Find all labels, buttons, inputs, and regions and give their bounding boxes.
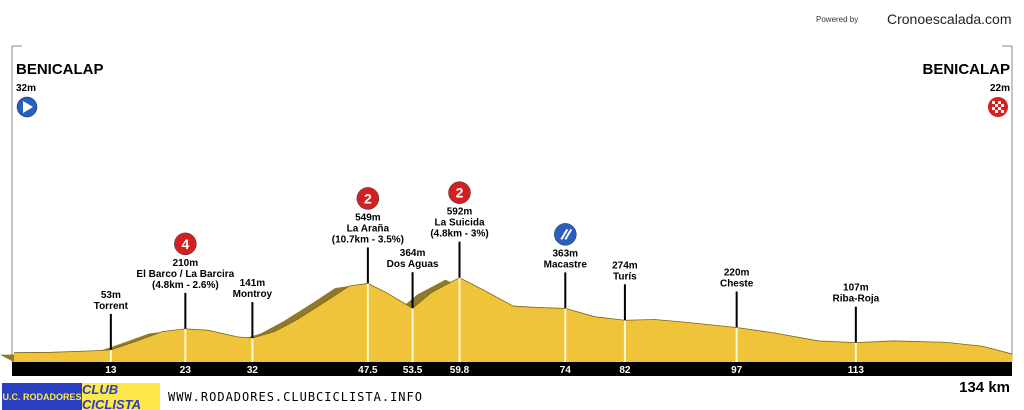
finish-elev: 22m <box>990 83 1010 94</box>
point-label: (10.7km - 3.5%) <box>332 234 404 245</box>
km-tick-label: 113 <box>848 365 865 376</box>
start-name: BENICALAP <box>16 61 104 78</box>
point-label: Riba-Roja <box>833 294 880 305</box>
point-label: (4.8km - 3%) <box>430 229 488 240</box>
checker-square <box>995 110 998 113</box>
point-label: El Barco / La Barcira <box>136 269 234 280</box>
point-label: Macastre <box>544 259 588 270</box>
km-tick-label: 53.5 <box>403 365 423 376</box>
point-label: Dos Aguas <box>387 259 439 270</box>
checker-square <box>995 104 998 107</box>
km-tick-label: 32 <box>247 365 259 376</box>
point-label: 141m <box>240 278 266 289</box>
club-ciclista-logo: CLUB CICLISTA <box>82 382 160 410</box>
climb-category-icon <box>356 187 380 210</box>
point-label: 592m <box>447 207 473 218</box>
footer: U.C. RODADORES CLUB CICLISTA WWW.RODADOR… <box>0 379 1024 410</box>
checker-square <box>1001 110 1004 113</box>
climb-category-number: 2 <box>456 185 464 201</box>
checker-square <box>998 101 1001 104</box>
km-tick-label: 82 <box>619 365 631 376</box>
point-label: Cheste <box>720 279 754 290</box>
checker-square <box>998 107 1001 110</box>
profile-line <box>13 277 1013 355</box>
point-label: Montroy <box>233 289 273 300</box>
total-distance: 134 km <box>959 379 1010 396</box>
point-label: 53m <box>101 290 121 301</box>
point-label: 549m <box>355 212 381 223</box>
website-link[interactable]: WWW.RODADORES.CLUBCICLISTA.INFO <box>168 390 423 404</box>
climb-category-number: 2 <box>364 190 372 206</box>
checker-square <box>1001 104 1004 107</box>
km-tick-label: 23 <box>180 365 192 376</box>
km-tick-label: 47.5 <box>358 365 378 376</box>
point-label: La Suicida <box>435 218 485 229</box>
point-label: Turís <box>613 271 637 282</box>
point-label: (4.8km - 2.6%) <box>152 280 219 291</box>
climb-category-icon <box>174 232 197 256</box>
point-label: 220m <box>724 268 750 279</box>
climb-category-number: 4 <box>181 236 189 252</box>
finish-name: BENICALAP <box>922 61 1010 78</box>
brand-link[interactable]: Cronoescalada.com <box>887 11 1012 27</box>
climb-category-icon <box>448 181 471 204</box>
profile-area <box>14 277 1013 362</box>
sprint-stripe <box>560 228 569 240</box>
km-tick-label: 74 <box>560 365 572 376</box>
km-tick-label: 59.8 <box>450 365 470 376</box>
point-label: La Araña <box>347 223 390 234</box>
powered-by-label: Powered by <box>816 15 859 24</box>
point-label: 210m <box>173 258 199 269</box>
point-label: Torrent <box>94 301 129 312</box>
checker-square <box>992 107 995 110</box>
checker-square <box>992 101 995 104</box>
start-elev: 32m <box>16 83 36 94</box>
km-tick-label: 97 <box>731 365 743 376</box>
point-label: 363m <box>553 248 579 259</box>
point-label: 364m <box>400 248 426 259</box>
point-label: 107m <box>843 283 869 294</box>
point-label: 274m <box>612 260 638 271</box>
km-tick-label: 13 <box>105 365 117 376</box>
rodadores-logo: U.C. RODADORES <box>2 383 82 410</box>
play-icon-glyph <box>23 101 33 113</box>
sprint-stripe <box>564 228 573 240</box>
km-axis <box>12 362 1012 376</box>
